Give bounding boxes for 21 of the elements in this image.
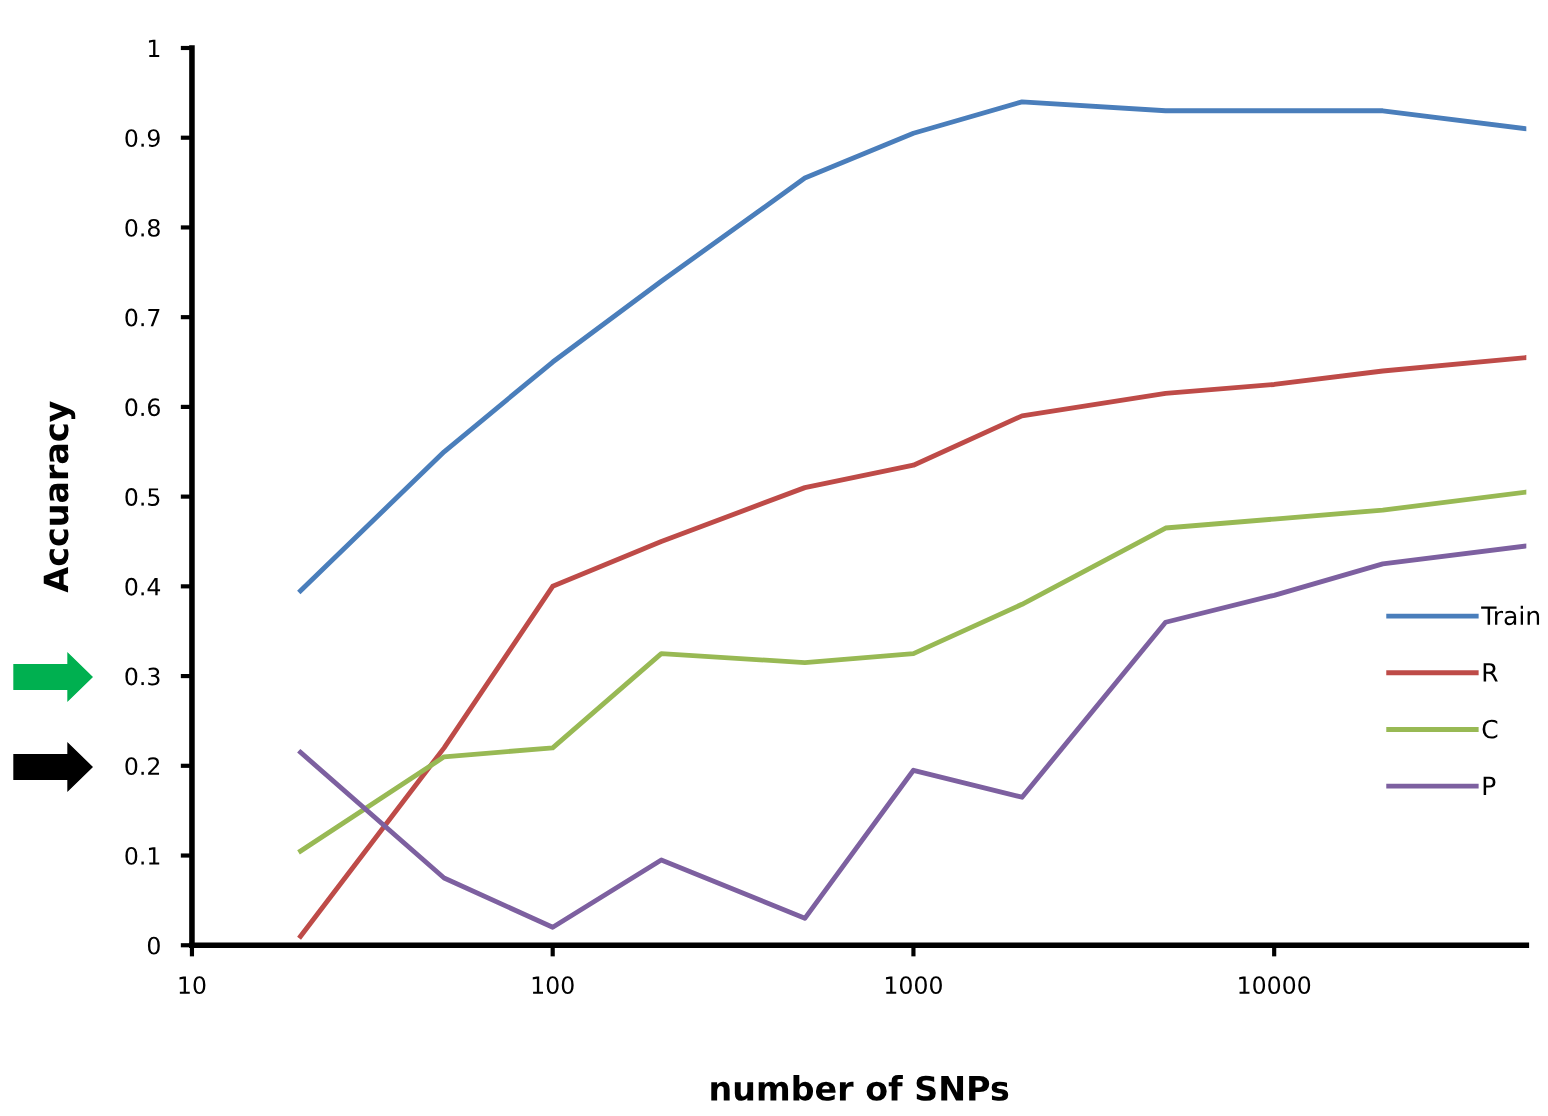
y-tick-label: 0.6 — [125, 398, 160, 417]
legend-label: C — [1482, 719, 1498, 739]
y-tick-label: 0.3 — [125, 667, 160, 686]
y-tick-label: 0 — [147, 936, 160, 955]
y-tick-label: 1 — [148, 39, 160, 57]
legend-label: Train — [1481, 605, 1540, 626]
y-tick-label: 0.4 — [125, 577, 161, 596]
y-tick-label: 0.1 — [125, 846, 160, 865]
y-tick-label: 0.2 — [125, 757, 160, 776]
legend-label: P — [1483, 776, 1496, 795]
legend-label: R — [1483, 663, 1498, 682]
y-tick-label: 0.9 — [125, 129, 160, 148]
y-tick-label: 0.8 — [125, 218, 160, 237]
x-tick-label: 10000 — [1239, 976, 1311, 995]
x-axis-title: number of SNPs — [711, 1075, 1009, 1101]
x-tick-label: 10 — [179, 976, 206, 995]
y-tick-label: 0.5 — [125, 488, 160, 506]
x-tick-label: 100 — [532, 976, 574, 995]
y-axis-title: Accuaracy — [43, 401, 76, 593]
y-tick-label: 0.7 — [125, 308, 160, 327]
x-tick-label: 1000 — [885, 976, 942, 995]
